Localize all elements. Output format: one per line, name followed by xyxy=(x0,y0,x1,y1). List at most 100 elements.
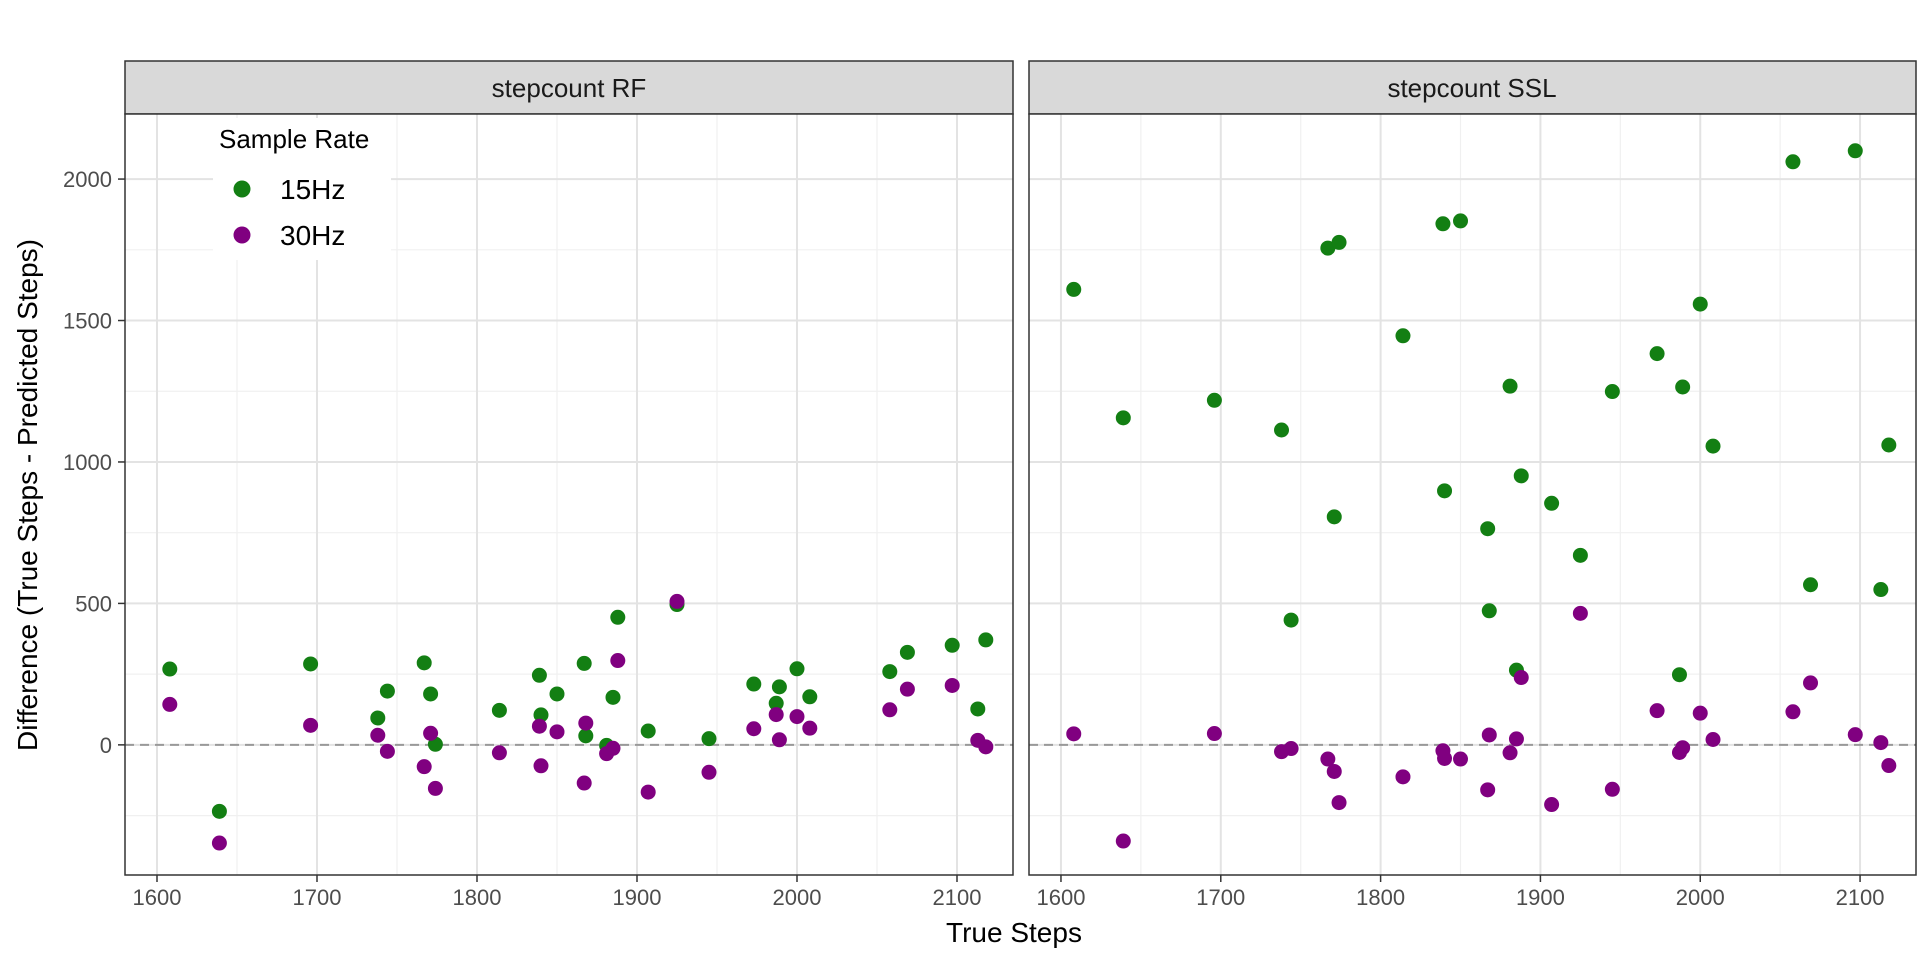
point-30hz xyxy=(1502,745,1518,761)
point-30hz xyxy=(1320,751,1336,767)
point-15hz xyxy=(1873,582,1889,598)
point-15hz xyxy=(1274,422,1290,438)
point-30hz xyxy=(771,732,787,748)
point-15hz xyxy=(1115,410,1131,426)
point-15hz xyxy=(1283,612,1299,628)
point-30hz xyxy=(978,739,994,755)
point-30hz xyxy=(882,702,898,718)
point-30hz xyxy=(1066,726,1082,742)
point-30hz xyxy=(1675,740,1691,756)
panel-border xyxy=(1028,113,1917,876)
point-15hz xyxy=(531,667,547,683)
point-15hz xyxy=(899,644,915,660)
x-tick-label: 1600 xyxy=(133,885,182,910)
x-tick-label: 1600 xyxy=(1036,885,1085,910)
point-30hz xyxy=(1803,675,1819,691)
point-30hz xyxy=(576,775,592,791)
point-15hz xyxy=(1453,213,1469,229)
panel-stepcount-rf: stepcount RF xyxy=(124,60,1014,876)
x-tick-label: 2000 xyxy=(1676,885,1725,910)
panel-grid xyxy=(125,114,1013,875)
point-15hz xyxy=(605,689,621,705)
point-15hz xyxy=(1692,296,1708,312)
x-tick-label: 1900 xyxy=(613,885,662,910)
point-15hz xyxy=(379,683,395,699)
point-30hz xyxy=(1572,605,1588,621)
y-axis-title: Difference (True Steps - Predicted Steps… xyxy=(12,239,43,751)
point-15hz xyxy=(1331,234,1347,250)
x-tick-label: 1800 xyxy=(1356,885,1405,910)
point-30hz xyxy=(162,696,178,712)
point-15hz xyxy=(640,723,656,739)
point-30hz xyxy=(423,725,439,741)
point-15hz xyxy=(802,689,818,705)
point-30hz xyxy=(1544,797,1560,813)
point-30hz xyxy=(1453,751,1469,767)
point-30hz xyxy=(746,721,762,737)
x-tick-label: 2000 xyxy=(773,885,822,910)
panel-grid xyxy=(1029,114,1916,875)
point-15hz xyxy=(491,702,507,718)
point-30hz xyxy=(1604,781,1620,797)
point-15hz xyxy=(1513,468,1529,484)
point-15hz xyxy=(1671,667,1687,683)
legend-key-15hz xyxy=(233,180,251,198)
point-30hz xyxy=(531,718,547,734)
panel-strip xyxy=(124,60,1014,115)
y-tick-label: 1000 xyxy=(63,450,112,475)
point-15hz xyxy=(533,707,549,723)
y-tick-label: 500 xyxy=(75,591,112,616)
point-30hz xyxy=(605,740,621,756)
point-30hz xyxy=(1326,763,1342,779)
point-30hz xyxy=(379,743,395,759)
point-15hz xyxy=(610,609,626,625)
point-30hz xyxy=(802,720,818,736)
point-15hz xyxy=(1604,384,1620,400)
point-15hz xyxy=(1437,483,1453,499)
x-tick-label: 1800 xyxy=(453,885,502,910)
point-15hz xyxy=(1326,509,1342,525)
legend: Sample Rate 15Hz 30Hz xyxy=(213,118,391,260)
y-tick-label: 2000 xyxy=(63,167,112,192)
point-15hz xyxy=(1847,143,1863,159)
point-30hz xyxy=(1508,731,1524,747)
plot-area xyxy=(1029,114,1916,875)
panel-points xyxy=(1066,143,1897,849)
point-30hz xyxy=(1705,731,1721,747)
x-tick-label: 2100 xyxy=(1836,885,1885,910)
point-15hz xyxy=(771,679,787,695)
point-15hz xyxy=(162,661,178,677)
panel-points xyxy=(162,593,994,851)
x-tick-label: 1900 xyxy=(1516,885,1565,910)
x-axis-title: True Steps xyxy=(946,917,1082,948)
point-30hz xyxy=(1115,833,1131,849)
point-30hz xyxy=(416,759,432,775)
legend-label-15hz: 15Hz xyxy=(280,174,345,205)
point-15hz xyxy=(549,686,565,702)
point-30hz xyxy=(640,784,656,800)
point-15hz xyxy=(789,661,805,677)
point-30hz xyxy=(549,724,565,740)
point-15hz xyxy=(768,695,784,711)
point-15hz xyxy=(1502,378,1518,394)
point-15hz xyxy=(1649,346,1665,362)
point-15hz xyxy=(1320,240,1336,256)
point-30hz xyxy=(1692,705,1708,721)
x-tick-label: 2100 xyxy=(933,885,982,910)
point-15hz xyxy=(970,701,986,717)
point-30hz xyxy=(533,758,549,774)
point-30hz xyxy=(1649,703,1665,719)
legend-label-30hz: 30Hz xyxy=(280,220,345,251)
legend-key-30hz xyxy=(233,226,251,244)
x-tick-label: 1700 xyxy=(293,885,342,910)
point-30hz xyxy=(1480,782,1496,798)
point-15hz xyxy=(944,637,960,653)
x-tick-label: 1700 xyxy=(1196,885,1245,910)
point-30hz xyxy=(1437,750,1453,766)
point-15hz xyxy=(416,655,432,671)
point-30hz xyxy=(578,715,594,731)
panel-stepcount-ssl: stepcount SSL xyxy=(1028,60,1917,876)
y-tick-label: 1500 xyxy=(63,309,112,334)
point-30hz xyxy=(1881,758,1897,774)
